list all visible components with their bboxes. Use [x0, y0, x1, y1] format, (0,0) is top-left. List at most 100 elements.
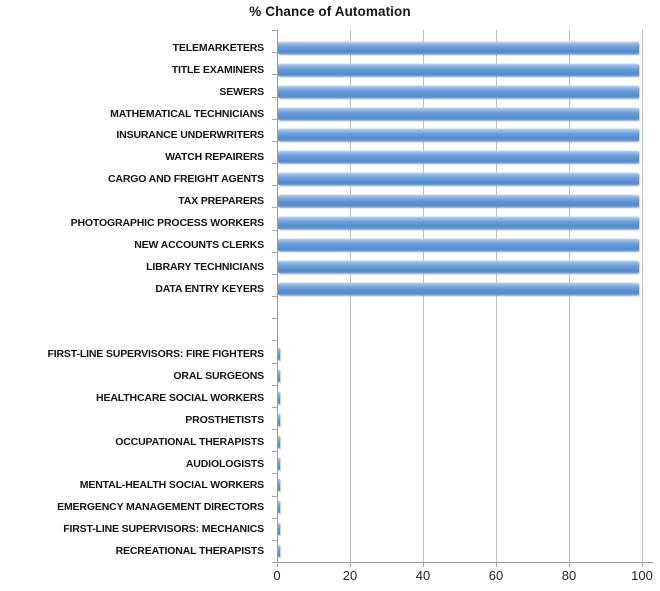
- bar-track: [277, 212, 660, 234]
- y-axis-tick: [272, 273, 277, 275]
- category-rows: TELEMARKETERS TITLE EXAMINERS SEWERS MATHEM…: [0, 30, 660, 562]
- y-axis-tick: [272, 495, 277, 497]
- table-row: LIBRARY TECHNICIANS: [0, 256, 660, 278]
- bar: [278, 413, 280, 427]
- bar-track: [277, 409, 660, 431]
- bar: [278, 128, 640, 142]
- y-axis-tick: [272, 229, 277, 231]
- y-axis-tick: [272, 318, 277, 320]
- category-label: FIRST-LINE SUPERVISORS: MECHANICS: [63, 523, 264, 536]
- y-axis-tick: [272, 251, 277, 253]
- y-axis-tick: [272, 362, 277, 364]
- bar: [278, 391, 280, 405]
- table-row: INSURANCE UNDERWRITERS: [0, 125, 660, 147]
- x-axis-tick: [423, 562, 424, 567]
- category-label: ORAL SURGEONS: [173, 370, 264, 383]
- bar-track: [277, 37, 660, 59]
- bar-track: [277, 234, 660, 256]
- y-axis-tick: [272, 185, 277, 187]
- category-label: FIRST-LINE SUPERVISORS: FIRE FIGHTERS: [47, 348, 264, 361]
- category-label: TELEMARKETERS: [172, 41, 265, 54]
- category-label: CARGO AND FREIGHT AGENTS: [107, 173, 264, 186]
- category-label: WATCH REPAIRERS: [165, 151, 264, 164]
- category-label: MENTAL-HEALTH SOCIAL WORKERS: [79, 479, 264, 492]
- y-axis-tick: [272, 340, 277, 342]
- gridline-100: [642, 30, 643, 562]
- x-axis-tick: [350, 562, 351, 567]
- table-row: MATHEMATICAL TECHNICIANS: [0, 103, 660, 125]
- category-label: TAX PREPARERS: [178, 195, 264, 208]
- bar-track: [277, 59, 660, 81]
- bar-track: [277, 343, 660, 365]
- table-row: WATCH REPAIRERS: [0, 146, 660, 168]
- x-axis-tick-label: 80: [561, 568, 577, 583]
- bar-track: [277, 146, 660, 168]
- x-axis-tick: [569, 562, 570, 567]
- plot-area: [277, 30, 652, 562]
- y-axis-tick: [272, 74, 277, 76]
- bar: [278, 194, 640, 208]
- table-row: SEWERS: [0, 81, 660, 103]
- bar-track: [277, 496, 660, 518]
- y-axis-tick: [272, 140, 277, 142]
- category-label: MATHEMATICAL TECHNICIANS: [110, 107, 264, 120]
- bar: [278, 63, 640, 77]
- table-row: EMERGENCY MANAGEMENT DIRECTORS: [0, 496, 660, 518]
- table-row: TITLE EXAMINERS: [0, 59, 660, 81]
- chart-title: % Chance of Automation: [249, 4, 411, 19]
- bar: [278, 478, 280, 492]
- bar: [278, 107, 640, 121]
- y-axis-tick: [272, 429, 277, 430]
- bar-track: [277, 81, 660, 103]
- y-axis-tick: [272, 207, 277, 209]
- bar: [278, 172, 640, 186]
- table-row: HEALTHCARE SOCIAL WORKERS: [0, 387, 660, 409]
- y-axis-tick: [272, 562, 277, 563]
- y-axis-tick: [272, 296, 277, 297]
- y-axis-line: [277, 30, 278, 563]
- bar-track: [277, 453, 660, 475]
- bar-track: [277, 103, 660, 125]
- bar: [278, 369, 280, 383]
- bar-track: [277, 475, 660, 497]
- table-row: OCCUPATIONAL THERAPISTS: [0, 431, 660, 453]
- bar: [278, 457, 280, 471]
- category-label: EMERGENCY MANAGEMENT DIRECTORS: [57, 501, 264, 514]
- table-row: FIRST-LINE SUPERVISORS: MECHANICS: [0, 518, 660, 540]
- table-row: DATA ENTRY KEYERS: [0, 278, 660, 300]
- table-row: TELEMARKETERS: [0, 37, 660, 59]
- y-axis-tick: [272, 163, 277, 164]
- bar: [278, 41, 640, 55]
- x-axis-tick-label: 0: [273, 568, 281, 583]
- y-axis-tick: [272, 451, 277, 453]
- bar: [278, 522, 280, 536]
- category-label: OCCUPATIONAL THERAPISTS: [115, 435, 264, 448]
- bar: [278, 150, 640, 164]
- x-axis-tick-label: 60: [488, 568, 504, 583]
- x-axis-tick-label: 40: [415, 568, 431, 583]
- category-label: INSURANCE UNDERWRITERS: [116, 129, 264, 142]
- y-axis-tick: [272, 52, 277, 54]
- y-axis-tick: [272, 406, 277, 408]
- y-axis-tick: [272, 384, 277, 386]
- category-label: NEW ACCOUNTS CLERKS: [134, 238, 264, 251]
- category-label: PHOTOGRAPHIC PROCESS WORKERS: [70, 216, 265, 229]
- x-axis-tick-label: 20: [342, 568, 358, 583]
- y-axis-tick: [272, 118, 277, 120]
- table-row: PHOTOGRAPHIC PROCESS WORKERS: [0, 212, 660, 234]
- table-row: FIRST-LINE SUPERVISORS: FIRE FIGHTERS: [0, 343, 660, 365]
- table-row: NEW ACCOUNTS CLERKS: [0, 234, 660, 256]
- bar-track: [277, 300, 660, 322]
- table-row: PROSTHETISTS: [0, 409, 660, 431]
- category-label: PROSTHETISTS: [185, 413, 264, 426]
- table-row: ORAL SURGEONS: [0, 365, 660, 387]
- spacer-row: [0, 300, 660, 322]
- y-axis-tick: [272, 539, 277, 541]
- bar-track: [277, 256, 660, 278]
- bar-track: [277, 431, 660, 453]
- x-axis-tick: [642, 562, 643, 567]
- bar: [278, 500, 280, 514]
- x-axis-tick: [496, 562, 497, 567]
- table-row: CARGO AND FREIGHT AGENTS: [0, 168, 660, 190]
